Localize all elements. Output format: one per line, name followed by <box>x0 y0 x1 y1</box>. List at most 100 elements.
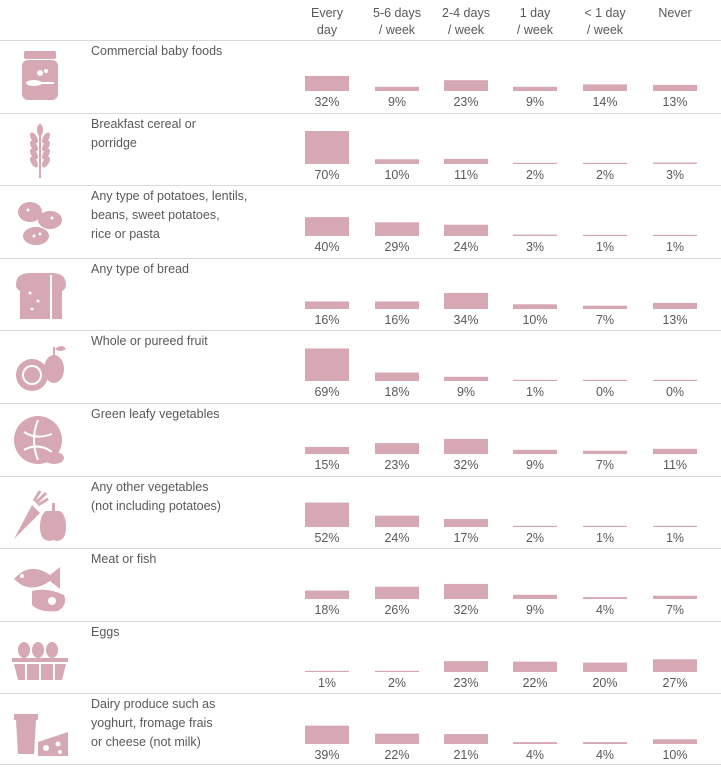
value-label: 7% <box>666 603 684 617</box>
value-label: 15% <box>314 458 339 472</box>
value-label: 4% <box>596 603 614 617</box>
table-row: Any type of potatoes, lentils, beans, sw… <box>0 185 721 257</box>
row-bars: 1% 2% 23% 22% 20% 27% <box>305 659 697 690</box>
bar <box>305 590 349 600</box>
bar <box>583 597 627 600</box>
dairy-icon <box>10 702 70 758</box>
bar <box>375 372 419 382</box>
bar <box>444 518 488 527</box>
value-label: 9% <box>526 95 544 109</box>
bar <box>583 380 627 382</box>
bar <box>305 446 349 454</box>
value-label: 18% <box>384 385 409 399</box>
bar <box>583 234 627 237</box>
column-header: Every day 5-6 days / week 2-4 days / week 1… <box>0 0 721 40</box>
bar <box>653 739 697 745</box>
value-label: 3% <box>526 240 544 254</box>
potato-icon <box>10 194 70 250</box>
bar <box>513 234 557 237</box>
value-label: 17% <box>453 531 478 545</box>
bar <box>444 584 488 600</box>
value-label: 24% <box>453 240 478 254</box>
bar <box>444 80 488 91</box>
table-row: Eggs 1% 2% 23% 22% 20% 27% <box>0 620 721 693</box>
bar <box>653 302 697 309</box>
bar <box>583 84 627 91</box>
bar <box>305 726 349 745</box>
column-header-4: < 1 day / week <box>584 6 626 37</box>
table-row: Green leafy vegetables 15% 23% 32% 9% 7% 11% <box>0 403 721 475</box>
fish-meat-icon <box>10 557 70 613</box>
bar <box>305 502 349 527</box>
bar <box>444 660 488 672</box>
bar <box>513 449 557 454</box>
value-label: 13% <box>662 313 687 327</box>
fruit-icon <box>10 339 70 395</box>
bar <box>444 734 488 745</box>
value-label: 32% <box>453 458 478 472</box>
food-label: Any other vegetables (not including pota… <box>91 479 221 513</box>
value-label: 70% <box>314 168 339 182</box>
value-label: 27% <box>662 676 687 690</box>
row-bars: 15% 23% 32% 9% 7% 11% <box>305 438 697 472</box>
value-label: 0% <box>596 385 614 399</box>
bar <box>513 86 557 91</box>
value-label: 1% <box>666 531 684 545</box>
food-label: Any type of potatoes, lentils, beans, sw… <box>91 189 248 242</box>
bread-icon <box>10 267 70 323</box>
bar <box>444 292 488 309</box>
value-label: 4% <box>596 748 614 762</box>
value-label: 23% <box>453 676 478 690</box>
value-label: 2% <box>596 168 614 182</box>
food-label: Meat or fish <box>91 552 157 567</box>
value-label: 10% <box>384 168 409 182</box>
value-label: 10% <box>522 313 547 327</box>
bar <box>653 595 697 600</box>
row-bars: 18% 26% 32% 9% 4% 7% <box>305 584 697 617</box>
bar <box>375 158 419 164</box>
value-label: 0% <box>666 385 684 399</box>
bar <box>513 661 557 672</box>
bar <box>375 222 419 237</box>
value-label: 2% <box>526 531 544 545</box>
value-label: 40% <box>314 240 339 254</box>
food-label: Any type of bread <box>91 261 189 276</box>
bar <box>653 234 697 237</box>
bar <box>513 304 557 309</box>
value-label: 32% <box>453 603 478 617</box>
value-label: 7% <box>596 313 614 327</box>
wheat-icon <box>10 122 70 178</box>
bar <box>653 659 697 672</box>
value-label: 1% <box>596 531 614 545</box>
column-header-1: 5-6 days / week <box>373 6 421 37</box>
table-row: Breakfast cereal or porridge 70% 10% 11% 2% 2… <box>0 112 721 185</box>
bar <box>583 742 627 745</box>
value-label: 22% <box>522 676 547 690</box>
bar <box>375 586 419 600</box>
food-label: Commercial baby foods <box>91 44 223 58</box>
value-label: 10% <box>662 748 687 762</box>
row-bars: 39% 22% 21% 4% 4% 10% <box>305 726 697 762</box>
value-label: 52% <box>314 531 339 545</box>
bar <box>583 450 627 454</box>
bar <box>444 158 488 164</box>
bar <box>305 301 349 309</box>
value-label: 2% <box>388 676 406 690</box>
bar <box>513 594 557 600</box>
value-label: 23% <box>384 458 409 472</box>
value-label: 16% <box>314 313 339 327</box>
table-row: Any type of bread 16% 16% 34% 10% 7% 13% <box>0 257 721 330</box>
food-label: Dairy produce such as yoghurt, fromage f… <box>91 697 216 750</box>
bar <box>375 734 419 745</box>
row-bars: 69% 18% 9% 1% 0% 0% <box>305 348 697 399</box>
column-header-0: Every day <box>311 6 343 37</box>
bar <box>513 380 557 382</box>
value-label: 9% <box>388 95 406 109</box>
value-label: 11% <box>663 458 687 472</box>
bar <box>583 305 627 309</box>
value-label: 9% <box>526 603 544 617</box>
bar <box>305 130 349 164</box>
table-row: Commercial baby foods 32% 9% 23% 9% 14% 13% <box>0 40 721 112</box>
row-bars: 16% 16% 34% 10% 7% 13% <box>305 292 697 327</box>
bar <box>375 515 419 527</box>
